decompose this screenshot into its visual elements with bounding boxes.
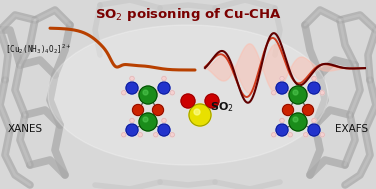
Circle shape: [276, 82, 288, 94]
Circle shape: [162, 118, 166, 123]
Circle shape: [288, 132, 293, 137]
Circle shape: [139, 113, 157, 131]
Circle shape: [194, 109, 200, 115]
Circle shape: [280, 76, 284, 81]
Circle shape: [130, 118, 134, 123]
Circle shape: [158, 124, 170, 136]
Circle shape: [153, 91, 158, 95]
Circle shape: [170, 132, 174, 137]
Circle shape: [308, 82, 320, 94]
Circle shape: [303, 91, 308, 95]
Circle shape: [303, 105, 314, 115]
Circle shape: [181, 94, 195, 108]
Text: SO$_2$: SO$_2$: [210, 100, 234, 114]
Circle shape: [320, 91, 324, 95]
Circle shape: [293, 90, 298, 95]
Ellipse shape: [48, 25, 328, 165]
Circle shape: [205, 94, 219, 108]
Circle shape: [271, 132, 276, 137]
Circle shape: [312, 118, 316, 123]
Circle shape: [121, 132, 126, 137]
Circle shape: [312, 76, 316, 81]
Circle shape: [289, 86, 307, 104]
Circle shape: [153, 132, 158, 137]
Circle shape: [282, 105, 294, 115]
Circle shape: [138, 132, 143, 137]
Circle shape: [288, 91, 293, 95]
Circle shape: [293, 117, 298, 122]
Circle shape: [170, 91, 174, 95]
Text: EXAFS: EXAFS: [335, 124, 368, 134]
Circle shape: [153, 105, 164, 115]
Circle shape: [126, 82, 138, 94]
Circle shape: [189, 104, 211, 126]
Circle shape: [276, 124, 288, 136]
Circle shape: [162, 76, 166, 81]
Text: [Cu$_2$(NH$_3$)$_4$O$_2$]$^{2+}$: [Cu$_2$(NH$_3$)$_4$O$_2$]$^{2+}$: [5, 42, 72, 56]
Text: SO$_2$ poisoning of Cu-CHA: SO$_2$ poisoning of Cu-CHA: [95, 6, 281, 23]
Circle shape: [139, 86, 157, 104]
Circle shape: [308, 124, 320, 136]
Circle shape: [320, 132, 324, 137]
Circle shape: [143, 117, 148, 122]
Circle shape: [143, 90, 148, 95]
Circle shape: [121, 91, 126, 95]
Circle shape: [303, 132, 308, 137]
Circle shape: [138, 91, 143, 95]
Circle shape: [130, 76, 134, 81]
Circle shape: [280, 118, 284, 123]
Text: XANES: XANES: [8, 124, 43, 134]
Circle shape: [132, 105, 144, 115]
Circle shape: [126, 124, 138, 136]
Circle shape: [271, 91, 276, 95]
Circle shape: [158, 82, 170, 94]
Circle shape: [289, 113, 307, 131]
